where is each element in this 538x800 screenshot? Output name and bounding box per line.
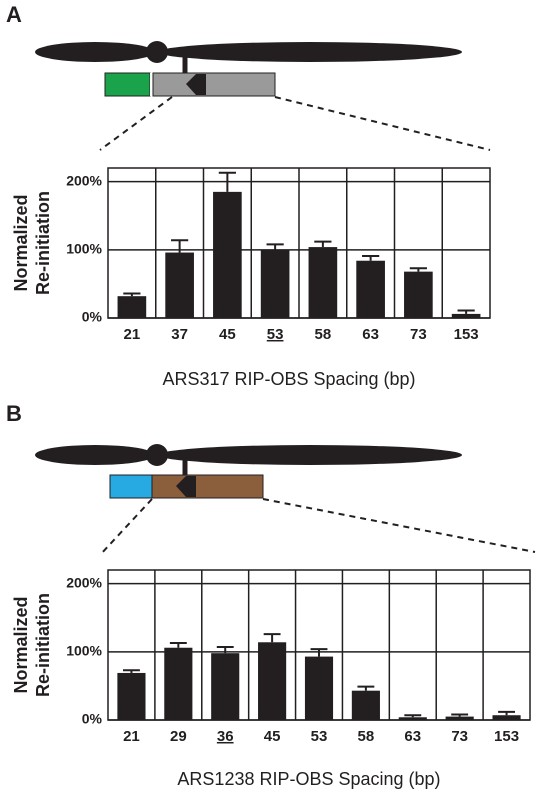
x-tick-label: 45 bbox=[264, 728, 281, 745]
bar bbox=[165, 252, 194, 318]
x-tick-label: 58 bbox=[315, 326, 332, 343]
bar bbox=[260, 249, 290, 318]
bar bbox=[164, 647, 193, 720]
chromosome-diagram-a bbox=[35, 41, 491, 151]
bar bbox=[492, 715, 521, 720]
panel-label: B bbox=[6, 401, 22, 426]
bar bbox=[117, 296, 147, 318]
y-tick-label: 0% bbox=[82, 309, 103, 325]
bar bbox=[308, 247, 338, 318]
y-axis-label: Normalized bbox=[11, 194, 31, 291]
x-tick-label: 58 bbox=[358, 728, 375, 745]
x-tick-label: 73 bbox=[451, 728, 468, 745]
x-tick-label: 63 bbox=[362, 326, 379, 343]
y-tick-label: 0% bbox=[82, 711, 103, 727]
bar bbox=[351, 690, 380, 720]
x-tick-label: 21 bbox=[124, 326, 141, 343]
bar bbox=[304, 656, 334, 720]
x-tick-label: 53 bbox=[267, 326, 284, 343]
x-tick-label: 36 bbox=[217, 728, 234, 745]
bar bbox=[451, 313, 481, 318]
x-tick-label: 153 bbox=[454, 326, 479, 343]
x-tick-label: 53 bbox=[311, 728, 328, 745]
bar bbox=[117, 672, 146, 720]
y-tick-label: 200% bbox=[66, 574, 102, 590]
bar bbox=[213, 191, 242, 318]
x-tick-label: 21 bbox=[123, 728, 140, 745]
bar bbox=[445, 716, 474, 720]
y-axis-label: Re-initiation bbox=[33, 593, 53, 697]
x-tick-label: 73 bbox=[410, 326, 427, 343]
bar bbox=[398, 717, 427, 720]
bar bbox=[404, 271, 433, 318]
x-tick-label: 45 bbox=[219, 326, 236, 343]
bar bbox=[258, 642, 287, 720]
x-tick-label: 37 bbox=[171, 326, 188, 343]
y-axis-label: Re-initiation bbox=[33, 191, 53, 295]
x-tick-label: 29 bbox=[170, 728, 187, 745]
panel-label: A bbox=[6, 2, 22, 27]
x-tick-label: 63 bbox=[404, 728, 421, 745]
bar bbox=[211, 653, 240, 720]
x-axis-label: ARS1238 RIP-OBS Spacing (bp) bbox=[177, 769, 440, 789]
y-tick-label: 100% bbox=[66, 241, 102, 257]
x-tick-label: 153 bbox=[494, 728, 519, 745]
y-tick-label: 100% bbox=[66, 643, 102, 659]
bar bbox=[356, 260, 385, 318]
chromosome-diagram-b bbox=[35, 444, 536, 556]
x-axis-label: ARS317 RIP-OBS Spacing (bp) bbox=[162, 369, 415, 389]
y-tick-label: 200% bbox=[66, 172, 102, 188]
y-axis-label: Normalized bbox=[11, 596, 31, 693]
